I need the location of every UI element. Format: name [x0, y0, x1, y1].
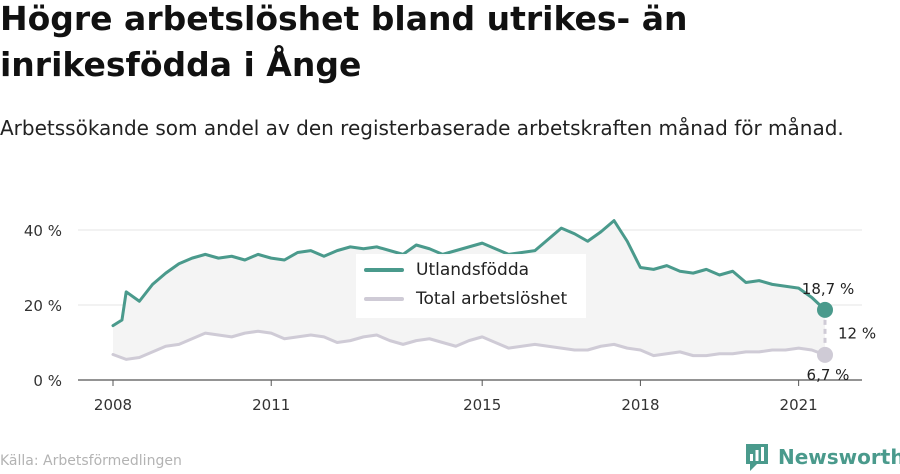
brand-logo[interactable]: Newsworthy [744, 442, 900, 472]
chart-title: Högre arbetslöshet bland utrikes- än inr… [0, 0, 688, 84]
newsworthy-logo-icon [746, 444, 768, 471]
end-point-foreign [817, 301, 833, 318]
x-tick-label: 2015 [463, 396, 501, 414]
legend: Utlandsfödda Total arbetslöshet [356, 254, 586, 318]
end-annotations: 18,7 % 6,7 % 12 % [802, 280, 876, 384]
y-axis: 0 % 20 % 40 % [24, 222, 62, 390]
end-label-foreign: 18,7 % [802, 280, 854, 298]
x-tick-label: 2021 [780, 396, 818, 414]
x-tick-label: 2008 [94, 396, 132, 414]
legend-item-total: Total arbetslöshet [364, 289, 567, 309]
source-note: Källa: Arbetsförmedlingen [0, 453, 182, 469]
gap-label: 12 % [838, 324, 876, 342]
end-point-total [817, 346, 833, 363]
series-line-total [111, 329, 827, 361]
x-tick-label: 2011 [252, 396, 290, 414]
y-tick-label: 40 % [24, 222, 62, 240]
legend-label-foreign: Utlandsfödda [416, 260, 530, 280]
y-tick-label: 0 % [33, 372, 62, 390]
end-label-total: 6,7 % [807, 366, 850, 384]
series-line-foreign [111, 219, 827, 328]
legend-swatch-total [364, 297, 404, 301]
legend-item-foreign: Utlandsfödda [364, 260, 529, 280]
x-axis: 2008 2011 2015 2018 2021 [94, 380, 818, 414]
chart-subtitle: Arbetssökande som andel av den registerb… [0, 116, 844, 140]
brand-name: Newsworthy [778, 445, 900, 469]
y-tick-label: 20 % [24, 297, 62, 315]
series-lines [111, 219, 827, 361]
legend-swatch-foreign [364, 268, 404, 272]
x-tick-label: 2018 [621, 396, 659, 414]
legend-label-total: Total arbetslöshet [416, 289, 568, 309]
